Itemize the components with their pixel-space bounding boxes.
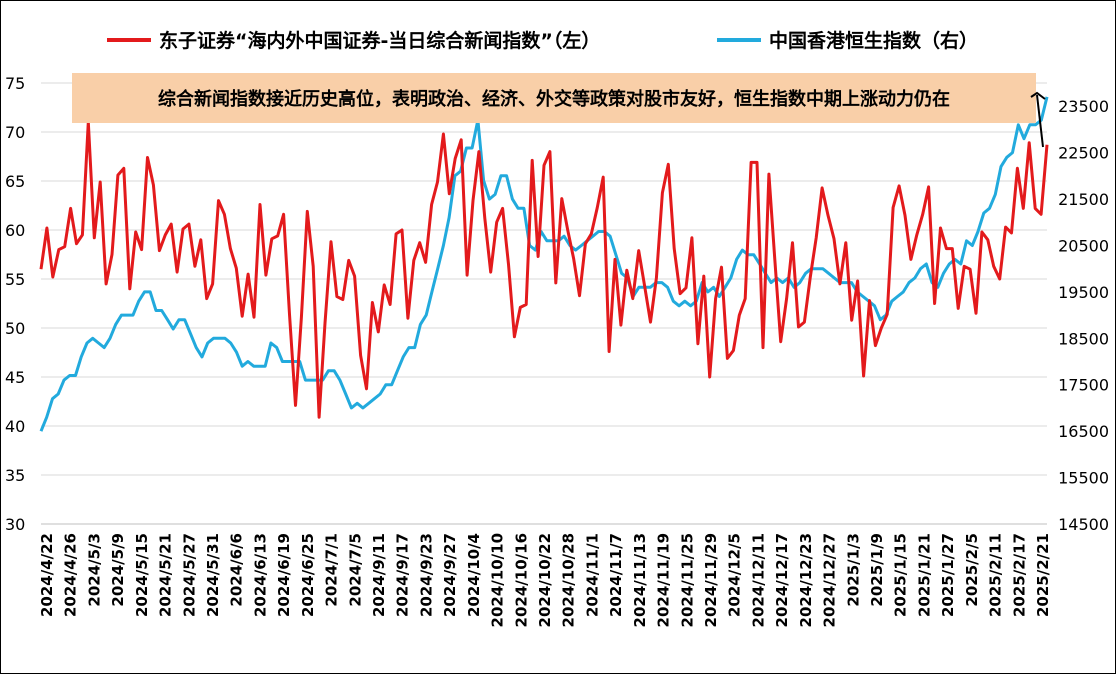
x-tick-label: 2024/9/11 <box>370 533 388 617</box>
annotation-box <box>72 73 1036 123</box>
x-tick-label: 2024/5/31 <box>204 533 222 617</box>
y-left-tick-label: 30 <box>5 515 25 534</box>
x-axis: 2024/4/22 2024/4/26 2024/5/3 2024/5/9 2024/5… <box>38 533 1052 627</box>
gridlines <box>41 82 1047 525</box>
x-tick-label: 2024/6/19 <box>275 533 293 617</box>
y-left-tick-label: 65 <box>5 172 25 191</box>
x-tick-label: 2024/12/5 <box>726 533 744 617</box>
x-tick-label: 2025/1/3 <box>844 533 862 607</box>
y-right-tick-label: 17500 <box>1058 376 1109 395</box>
y-right-tick-label: 18500 <box>1058 329 1109 348</box>
series-line-news-index <box>39 120 1049 419</box>
x-tick-label: 2024/5/15 <box>133 533 151 617</box>
x-tick-label: 2024/11/25 <box>678 533 696 627</box>
x-tick-label: 2024/9/27 <box>441 533 459 617</box>
x-tick-label: 2024/7/5 <box>346 533 364 607</box>
x-tick-label: 2024/9/17 <box>394 533 412 617</box>
legend-label-hang-seng: 中国香港恒生指数（右） <box>769 29 978 52</box>
x-tick-label: 2024/5/9 <box>109 533 127 607</box>
legend: 东子证券“海内外中国证券-当日综合新闻指数”（左） 中国香港恒生指数（右） <box>107 29 978 52</box>
x-tick-label: 2024/5/21 <box>157 533 175 617</box>
y-left-tick-label: 35 <box>5 466 25 485</box>
y-left-tick-label: 70 <box>5 123 25 142</box>
legend-label-news-index: 东子证券“海内外中国证券-当日综合新闻指数”（左） <box>159 29 600 52</box>
x-tick-label: 2024/12/23 <box>797 533 815 627</box>
x-tick-label: 2024/5/3 <box>85 533 103 607</box>
y-left-tick-label: 45 <box>5 368 25 387</box>
x-tick-label: 2024/6/6 <box>228 533 246 607</box>
y-right-tick-label: 16500 <box>1058 422 1109 441</box>
x-tick-label: 2024/12/27 <box>821 533 839 627</box>
annotation-callout: 综合新闻指数接近历史高位，表明政治、经济、外交等政策对股市友好，恒生指数中期上涨… <box>72 73 1046 148</box>
y-right-tick-label: 20500 <box>1058 236 1109 255</box>
series-line-hang-seng <box>39 96 1049 432</box>
y-right-tick-label: 21500 <box>1058 190 1109 209</box>
x-tick-label: 2024/11/29 <box>702 533 720 627</box>
annotation-text: 综合新闻指数接近历史高位，表明政治、经济、外交等政策对股市友好，恒生指数中期上涨… <box>158 88 950 110</box>
x-tick-label: 2024/12/17 <box>773 533 791 627</box>
x-tick-label: 2024/6/25 <box>299 533 317 617</box>
x-tick-label: 2024/10/4 <box>465 533 483 617</box>
x-tick-label: 2024/10/10 <box>489 533 507 627</box>
y-left-tick-label: 50 <box>5 319 25 338</box>
x-tick-label: 2024/4/22 <box>38 533 56 617</box>
x-tick-label: 2024/5/27 <box>180 533 198 617</box>
x-tick-label: 2024/11/7 <box>607 533 625 617</box>
x-tick-label: 2025/1/21 <box>915 533 933 617</box>
x-tick-label: 2024/7/1 <box>323 533 341 607</box>
x-tick-label: 2024/11/13 <box>631 533 649 627</box>
x-tick-label: 2025/2/5 <box>963 533 981 607</box>
x-tick-label: 2024/4/26 <box>62 533 80 617</box>
y-axis-right: 14500 15500 16500 17500 18500 19500 20500 21500… <box>1058 97 1109 534</box>
x-tick-label: 2024/6/13 <box>251 533 269 617</box>
y-right-tick-label: 14500 <box>1058 515 1109 534</box>
x-tick-label: 2025/1/9 <box>868 533 886 607</box>
x-tick-label: 2025/2/21 <box>1034 533 1052 617</box>
y-left-tick-label: 40 <box>5 417 25 436</box>
y-axis-left: 30 35 40 45 50 55 60 65 70 75 <box>5 74 25 534</box>
series-layer <box>39 96 1049 432</box>
x-tick-label: 2024/11/19 <box>655 533 673 627</box>
x-tick-label: 2025/2/11 <box>987 533 1005 617</box>
x-tick-label: 2024/11/1 <box>583 533 601 617</box>
annotation-arrow-head <box>1030 91 1046 100</box>
x-tick-label: 2024/10/28 <box>560 533 578 627</box>
y-right-tick-label: 22500 <box>1058 144 1109 163</box>
x-tick-label: 2024/10/22 <box>536 533 554 627</box>
annotation-arrow <box>1036 94 1044 148</box>
y-left-tick-label: 55 <box>5 270 25 289</box>
y-right-tick-label: 15500 <box>1058 469 1109 488</box>
y-right-tick-label: 23500 <box>1058 97 1109 116</box>
x-tick-label: 2025/1/15 <box>892 533 910 617</box>
y-right-tick-label: 19500 <box>1058 283 1109 302</box>
x-tick-label: 2024/12/11 <box>749 533 767 627</box>
y-left-tick-label: 60 <box>5 221 25 240</box>
x-tick-label: 2025/1/27 <box>939 533 957 617</box>
y-left-tick-label: 75 <box>5 74 25 93</box>
x-tick-label: 2024/9/23 <box>417 533 435 617</box>
x-tick-label: 2024/10/16 <box>512 533 530 627</box>
x-tick-label: 2025/2/17 <box>1010 533 1028 617</box>
